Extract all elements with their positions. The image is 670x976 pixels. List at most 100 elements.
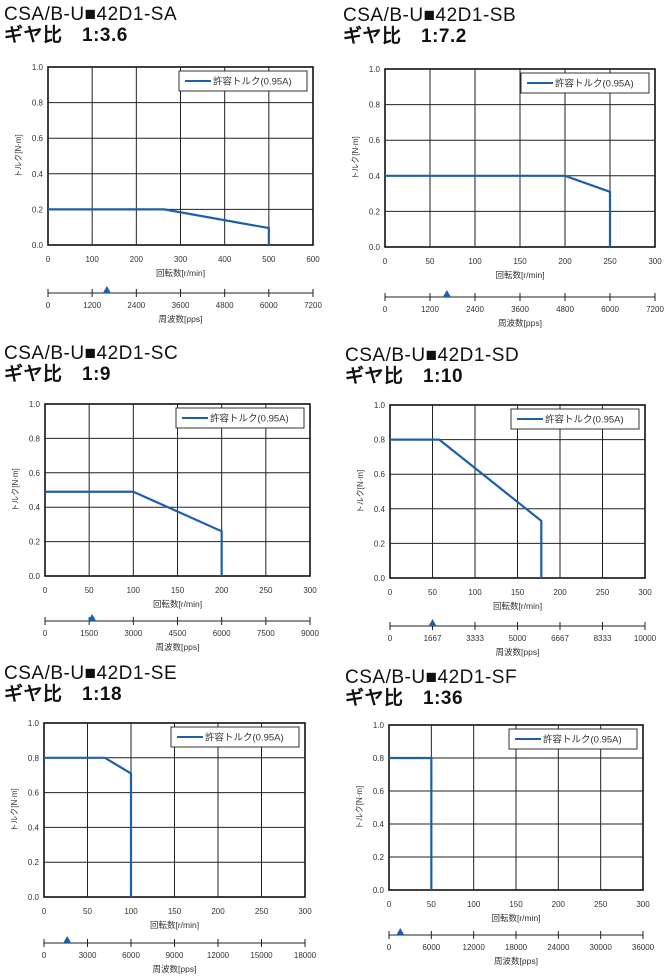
x-tick-label: 200 [215, 586, 229, 595]
legend-label: 許容トルク(0.95A) [205, 732, 284, 744]
chart-panel: 0 50 100 150 200 250 300 0.0 0.2 0.4 0.6 0.8 1.0 回転数[… [10, 719, 317, 974]
x-tick-label: 150 [511, 588, 525, 597]
pps-tick-label: 0 [43, 629, 48, 638]
gear-ratio-label: ギヤ比 1:10 [345, 366, 464, 387]
x-tick-label: 300 [298, 907, 312, 916]
x-axis-label: 回転数[r/min] [150, 920, 199, 930]
pps-tick-label: 6000 [422, 943, 440, 952]
chart-panel: 0 50 100 150 200 250 300 0.0 0.2 0.4 0.6 0.8 1.0 回転数[… [356, 401, 657, 657]
pps-marker-triangle [396, 928, 405, 935]
x-tick-label: 50 [83, 907, 92, 916]
pps-axis-label: 周波数[pps] [494, 956, 538, 966]
x-tick-label: 150 [513, 257, 527, 266]
gear-ratio-label: ギヤ比 1:18 [4, 684, 123, 705]
chart-panel: 0 100 200 300 400 500 600 0.0 0.2 0.4 0.6 0.8 1.0 回転数… [14, 63, 322, 324]
pps-axis-label: 周波数[pps] [496, 647, 540, 657]
y-tick-label: 0.8 [28, 754, 40, 763]
pps-marker-triangle [102, 286, 111, 293]
x-tick-label: 50 [426, 257, 435, 266]
legend-label: 許容トルク(0.95A) [545, 414, 624, 426]
legend-box [178, 70, 308, 92]
y-tick-label: 0.6 [374, 470, 386, 479]
y-tick-label: 0.4 [32, 170, 44, 179]
y-axis-label: トルク[N·m] [11, 468, 20, 512]
x-tick-label: 0 [383, 257, 388, 266]
pps-tick-label: 3000 [79, 951, 97, 960]
x-axis-label: 回転数[r/min] [156, 268, 205, 278]
y-axis-label: トルク[N·m] [10, 788, 19, 832]
pps-tick-label: 9000 [166, 951, 184, 960]
x-tick-label: 0 [388, 588, 393, 597]
pps-tick-label: 36000 [632, 943, 655, 952]
y-tick-label: 0.8 [373, 754, 385, 763]
y-tick-label: 0.4 [374, 505, 386, 514]
x-tick-label: 100 [85, 255, 99, 264]
pps-tick-label: 6000 [601, 305, 619, 314]
y-tick-label: 0.0 [28, 893, 40, 902]
x-tick-label: 200 [558, 257, 572, 266]
series-line [389, 756, 433, 890]
pps-tick-label: 15000 [250, 951, 273, 960]
y-tick-label: 0.2 [29, 538, 41, 547]
x-axis-label: 回転数[r/min] [495, 270, 544, 280]
x-tick-label: 100 [468, 588, 482, 597]
y-tick-label: 0.4 [369, 172, 381, 181]
series-line [48, 208, 270, 245]
y-tick-label: 0.8 [29, 434, 41, 443]
chart-model-title: CSA/B-U■42D1-SD [345, 345, 520, 366]
pps-tick-label: 1500 [80, 629, 98, 638]
x-tick-label: 0 [43, 586, 48, 595]
y-tick-label: 0.8 [374, 436, 386, 445]
pps-axis-label: 周波数[pps] [156, 642, 200, 652]
y-tick-label: 0.2 [32, 205, 44, 214]
pps-tick-label: 24000 [547, 943, 570, 952]
chart-model-title: CSA/B-U■42D1-SB [343, 5, 517, 26]
x-tick-label: 200 [552, 900, 566, 909]
pps-tick-label: 0 [383, 305, 388, 314]
y-tick-label: 0.6 [28, 789, 40, 798]
x-tick-label: 200 [553, 588, 567, 597]
x-tick-label: 150 [171, 586, 185, 595]
pps-tick-label: 3600 [172, 301, 190, 310]
pps-tick-label: 18000 [505, 943, 528, 952]
gear-ratio-label: ギヤ比 1:3.6 [4, 25, 128, 46]
pps-tick-label: 0 [387, 943, 392, 952]
y-tick-label: 0.6 [373, 787, 385, 796]
pps-tick-label: 3600 [511, 305, 529, 314]
x-tick-label: 50 [428, 588, 437, 597]
x-axis-label: 回転数[r/min] [153, 599, 202, 609]
x-tick-label: 0 [42, 907, 47, 916]
x-tick-label: 200 [211, 907, 225, 916]
y-tick-label: 0.0 [373, 886, 385, 895]
pps-tick-label: 2400 [466, 305, 484, 314]
x-tick-label: 0 [46, 255, 51, 264]
x-tick-label: 300 [174, 255, 188, 264]
y-tick-label: 1.0 [373, 721, 385, 730]
pps-tick-label: 7200 [646, 305, 664, 314]
legend-box [520, 72, 650, 94]
y-axis-label: トルク[N·m] [355, 786, 364, 830]
y-axis-label: トルク[N·m] [351, 136, 360, 180]
y-tick-label: 0.2 [369, 207, 381, 216]
pps-tick-label: 6000 [122, 951, 140, 960]
y-tick-label: 0.0 [32, 241, 44, 250]
y-tick-label: 1.0 [32, 63, 44, 72]
chart-panel: 0 50 100 150 200 250 300 0.0 0.2 0.4 0.6 0.8 1.0 回転数[… [351, 65, 664, 328]
y-tick-label: 0.4 [29, 503, 41, 512]
pps-marker-triangle [63, 936, 72, 943]
series-line [44, 756, 133, 897]
y-tick-label: 0.0 [29, 572, 41, 581]
x-tick-label: 250 [603, 257, 617, 266]
series-line [390, 438, 543, 578]
y-tick-label: 0.8 [32, 99, 44, 108]
gear-ratio-label: ギヤ比 1:36 [345, 688, 464, 709]
y-tick-label: 1.0 [374, 401, 386, 410]
legend-label: 許容トルク(0.95A) [213, 76, 292, 88]
y-tick-label: 0.2 [373, 853, 385, 862]
pps-tick-label: 8333 [594, 634, 612, 643]
pps-marker-triangle [428, 619, 437, 626]
pps-tick-label: 4800 [556, 305, 574, 314]
x-tick-label: 100 [127, 586, 141, 595]
pps-axis-label: 周波数[pps] [159, 314, 203, 324]
pps-tick-label: 30000 [590, 943, 613, 952]
